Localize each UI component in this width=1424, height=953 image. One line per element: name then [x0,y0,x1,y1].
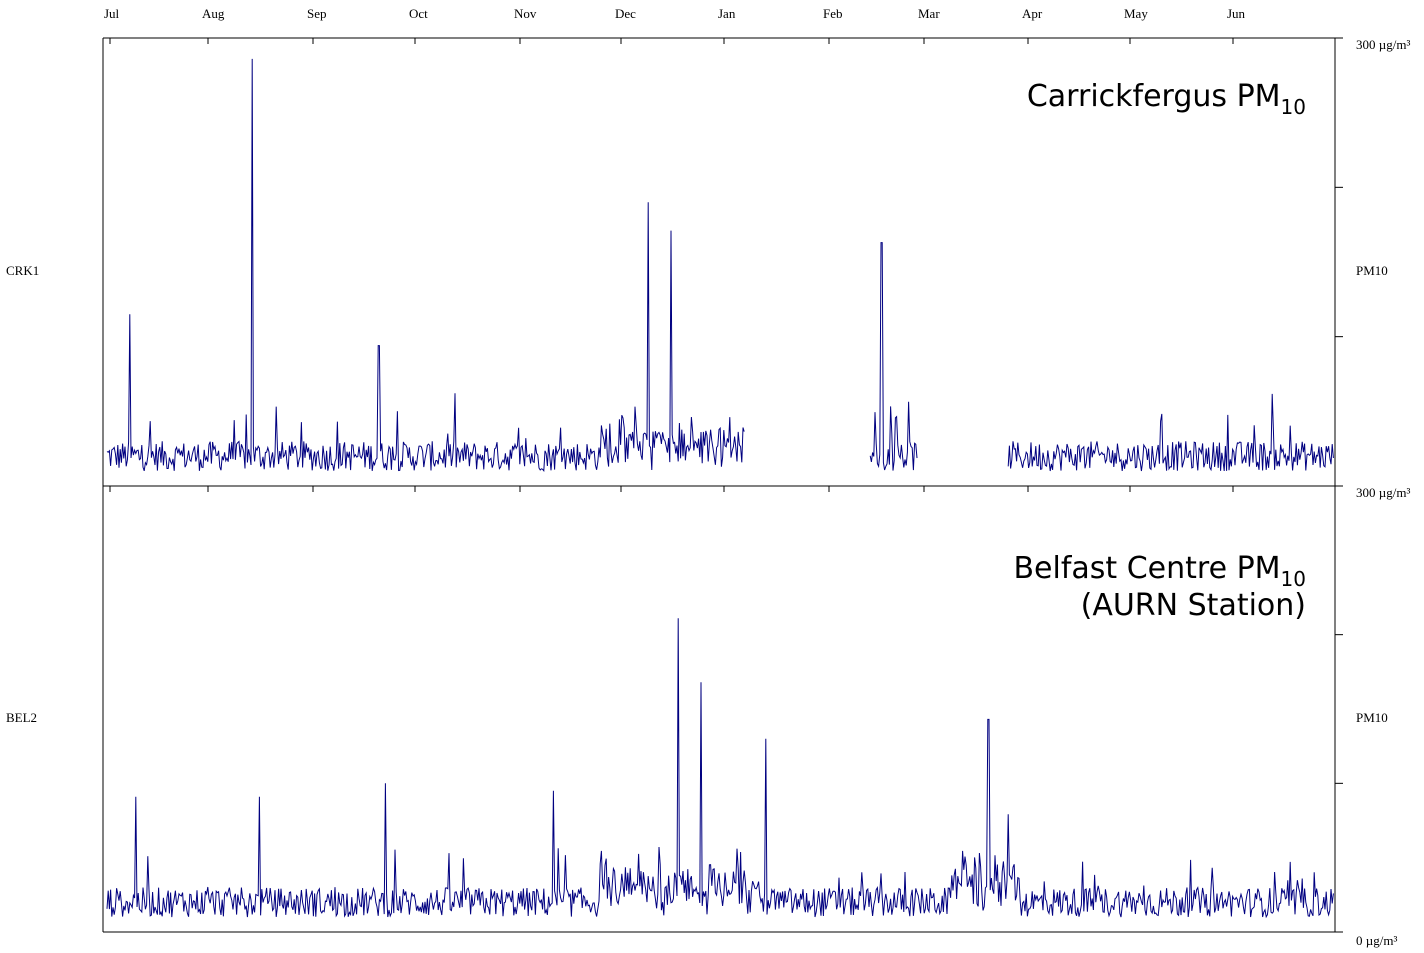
month-label-mar: Mar [918,6,940,21]
month-label-nov: Nov [514,6,537,21]
month-labels: Jul Aug Sep Oct Nov Dec Jan Feb Mar Apr May Jun [104,6,1246,21]
y-max-label-crk1: 300 µg/m³ [1356,37,1410,52]
month-label-jul: Jul [104,6,120,21]
month-label-dec: Dec [615,6,636,21]
month-label-aug: Aug [202,6,225,21]
panel-belfast-centre: BEL2 PM10 300 µg/m³ 0 µg/m³ Belfast Cent… [6,485,1410,948]
right-axis-label-bel2: PM10 [1356,710,1388,725]
month-label-oct: Oct [409,6,428,21]
month-label-jan: Jan [718,6,736,21]
series-line-bel2 [106,618,1334,919]
series-line-crk1 [106,58,1334,472]
month-label-feb: Feb [823,6,843,21]
panel-carrickfergus: CRK1 PM10 300 µg/m³ Carrickfergus PM10 [6,37,1410,472]
y-min-label-bel2: 0 µg/m³ [1356,933,1397,948]
month-label-apr: Apr [1022,6,1043,21]
site-label-crk1: CRK1 [6,263,39,278]
month-label-may: May [1124,6,1148,21]
axis-ticks [109,37,1343,933]
site-label-bel2: BEL2 [6,710,37,725]
month-label-jun: Jun [1227,6,1246,21]
month-label-sep: Sep [307,6,327,21]
chart-title-bel2: Belfast Centre PM10 [1013,551,1306,591]
right-axis-label-crk1: PM10 [1356,263,1388,278]
chart-subtitle-bel2: (AURN Station) [1081,588,1306,623]
y-max-label-bel2: 300 µg/m³ [1356,485,1410,500]
chart-title-crk1: Carrickfergus PM10 [1027,79,1306,119]
